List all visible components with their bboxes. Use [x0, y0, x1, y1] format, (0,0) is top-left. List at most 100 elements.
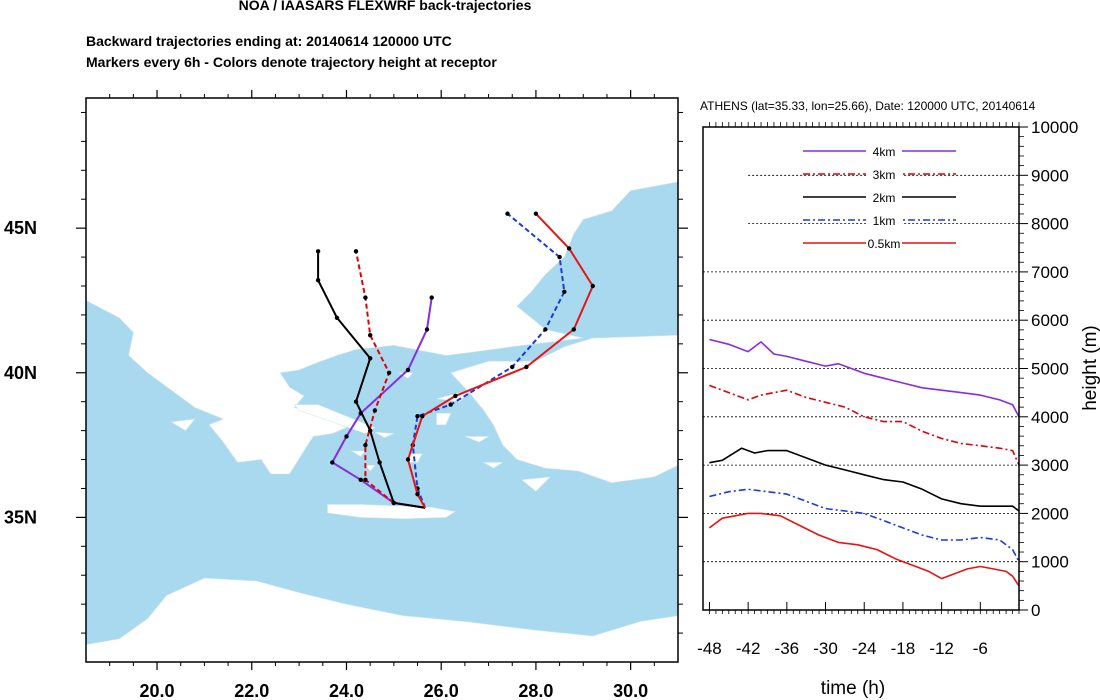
height-ticks: -48 -42 -36 -30 -24 -18 -12 -6 0 1000 2000 3000 4000… [697, 118, 1078, 658]
legend-label-bg [866, 211, 902, 229]
trajectory-map: 20.0 22.0 24.0 26.0 28.0 30.0 35N 40N 45N [4, 90, 688, 700]
height-series-1km [709, 488, 1020, 563]
trajectory-0-5km-marker [405, 457, 411, 462]
legend-label-1km: 1km [873, 214, 896, 228]
figure-title: NOA / IAASARS FLEXWRF back-trajectories [239, 0, 532, 13]
trajectory-1km-marker [543, 327, 548, 332]
figure-subtitle-end-time: Backward trajectories ending at: 2014061… [86, 33, 452, 49]
trajectory-0-5km-path [407, 213, 594, 509]
height-tick-label: 5000 [1031, 360, 1069, 379]
height-tick-label: 2000 [1031, 504, 1069, 523]
trajectory-3km-marker [353, 249, 359, 254]
trajectory-1km-marker [448, 402, 453, 407]
trajectory-0-5km-marker [453, 393, 458, 399]
trajectory-4km-marker [429, 295, 434, 300]
trajectory-2km-marker [353, 399, 359, 404]
height-series-2km [709, 447, 1020, 512]
legend-label-bg [866, 142, 902, 160]
land-andros [374, 431, 394, 439]
trajectory-2km-marker [368, 428, 373, 433]
trajectory-2km-marker [377, 460, 382, 465]
height-chart-title: ATHENS (lat=35.33, lon=25.66), Date: 120… [700, 99, 1036, 113]
height-tick-label: 0 [1031, 601, 1040, 620]
land-balkans-and-europe [85, 97, 679, 475]
trajectory-0-5km-marker [571, 327, 576, 332]
trajectory-2km-marker [368, 356, 373, 361]
y-axis-label: height (m) [1080, 325, 1100, 411]
lon-tick-label: 26.0 [424, 681, 459, 700]
height-tick-label: 4000 [1031, 408, 1069, 427]
height-tick-label: 9000 [1031, 166, 1069, 185]
trajectory-3km-marker [372, 408, 378, 413]
height-gridlines [703, 174, 1019, 563]
trajectory-1km-marker [510, 364, 515, 370]
trajectory-3km-marker [363, 477, 368, 482]
trajectory-3km-marker [363, 295, 368, 300]
lat-tick-label: 35N [4, 507, 37, 527]
trajectory-layer [315, 211, 595, 509]
land-africa [85, 577, 679, 663]
trajectory-3km-marker [368, 333, 373, 338]
trajectory-4km-marker [344, 434, 349, 439]
lon-tick-label: 24.0 [329, 681, 364, 700]
legend-label-bg [866, 165, 902, 183]
trajectory-2km-marker [315, 278, 321, 283]
trajectory-1km-marker [562, 289, 567, 294]
height-series [708, 338, 1020, 587]
lon-tick-label: 22.0 [234, 681, 269, 700]
legend-label-0-5km: 0.5km [868, 237, 901, 251]
trajectory-4km-marker [424, 327, 430, 332]
trajectory-1km-marker [505, 211, 510, 216]
trajectory-0-5km-marker [420, 414, 425, 419]
time-tick-label: -12 [929, 639, 954, 658]
figure-subtitle-markers: Markers every 6h - Colors denote traject… [86, 54, 497, 70]
time-tick-label: -30 [813, 639, 838, 658]
trajectory-4km-marker [330, 460, 335, 465]
trajectory-4km-marker [405, 367, 411, 373]
trajectory-4km-marker [358, 477, 363, 482]
trajectory-0-5km-marker [415, 492, 420, 497]
lat-tick-label: 40N [4, 363, 37, 383]
legend-label-bg [866, 188, 902, 206]
land-anatolia [450, 334, 679, 484]
height-tick-label: 8000 [1031, 215, 1069, 234]
land-kos [482, 462, 504, 469]
time-tick-label: -18 [891, 639, 916, 658]
trajectory-2km-marker [334, 315, 340, 320]
land-rhodes [520, 476, 551, 492]
trajectory-0-5km-marker [566, 246, 572, 251]
height-series-0-5km [708, 512, 1020, 587]
lat-tick-label: 45N [4, 218, 37, 238]
height-tick-label: 3000 [1031, 456, 1069, 475]
land-kefalonia [170, 418, 196, 431]
trajectory-2km-marker [315, 249, 321, 254]
height-series-3km [709, 384, 1020, 466]
time-tick-label: -36 [775, 639, 800, 658]
height-tick-label: 6000 [1031, 311, 1069, 330]
height-series-4km [709, 338, 1020, 418]
trajectory-2km-marker [391, 500, 396, 506]
land-cycladic-islet-1 [350, 450, 367, 457]
land-chios [436, 412, 452, 426]
height-tick-label: 10000 [1031, 118, 1078, 137]
trajectory-1km-marker [557, 254, 562, 260]
time-tick-label: -6 [973, 639, 988, 658]
trajectory-0-5km-marker [590, 283, 595, 289]
time-tick-label: -42 [736, 639, 761, 658]
legend-label-4km: 4km [873, 145, 896, 159]
height-tick-label: 1000 [1031, 553, 1069, 572]
time-tick-label: -24 [852, 639, 877, 658]
trajectory-0-5km-marker [533, 211, 539, 216]
height-tick-label: 7000 [1031, 263, 1069, 282]
land-samos [464, 436, 490, 443]
x-axis-label: time (h) [821, 678, 885, 699]
lon-tick-label: 28.0 [518, 681, 553, 700]
height-legend: 4km 3km 2km 1km 0.5km [803, 142, 956, 252]
map-frame [85, 97, 679, 663]
land-layer [85, 97, 679, 663]
map-ticks: 20.0 22.0 24.0 26.0 28.0 30.0 35N 40N 45N [4, 90, 688, 700]
time-tick-label: -48 [697, 639, 722, 658]
trajectory-0-5km-marker [524, 364, 529, 370]
lon-tick-label: 30.0 [613, 681, 648, 700]
